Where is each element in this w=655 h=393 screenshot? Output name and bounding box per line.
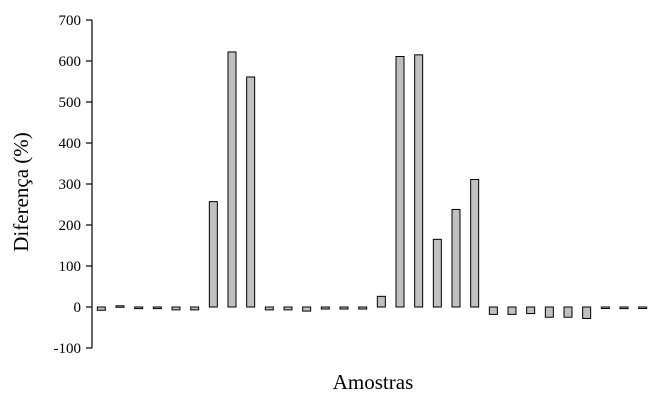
bar <box>470 178 480 308</box>
bar <box>320 306 330 310</box>
bar <box>526 306 536 315</box>
bar <box>246 76 256 308</box>
bar <box>507 306 517 315</box>
bar <box>96 306 106 311</box>
bar <box>544 306 554 318</box>
bar <box>358 306 368 310</box>
bar <box>339 306 349 310</box>
bar <box>302 306 312 312</box>
bar <box>395 55 405 308</box>
bar <box>190 306 200 311</box>
bar <box>582 306 592 319</box>
y-axis: 700 600 500 400 300 200 100 0 -100 <box>54 13 93 357</box>
x-axis-title: Amostras <box>333 370 414 393</box>
y-tick-label: 300 <box>59 177 82 193</box>
bar <box>451 208 461 308</box>
bar <box>134 306 144 310</box>
bar <box>264 306 274 311</box>
bar <box>563 306 573 318</box>
bar <box>152 306 162 310</box>
bar <box>283 306 293 311</box>
y-tick-label: -100 <box>54 341 82 357</box>
bar <box>432 238 442 308</box>
y-tick-label: 700 <box>59 13 82 29</box>
y-tick-label: 500 <box>59 95 82 111</box>
bar <box>619 306 629 310</box>
bars <box>96 51 648 319</box>
bar <box>600 306 610 309</box>
bar <box>208 201 218 308</box>
y-tick-label: 400 <box>59 136 82 152</box>
bar <box>115 305 125 308</box>
y-axis-title: Diferença (%) <box>9 132 33 252</box>
y-tick-label: 600 <box>59 54 82 70</box>
bar <box>171 306 181 311</box>
y-tick-label: 100 <box>59 259 82 275</box>
y-tick-label: 200 <box>59 218 82 234</box>
bar <box>488 306 498 315</box>
bar <box>227 51 237 308</box>
bar <box>638 306 648 309</box>
bar <box>376 295 386 308</box>
bar <box>414 54 424 308</box>
y-tick-label: 0 <box>74 300 82 316</box>
